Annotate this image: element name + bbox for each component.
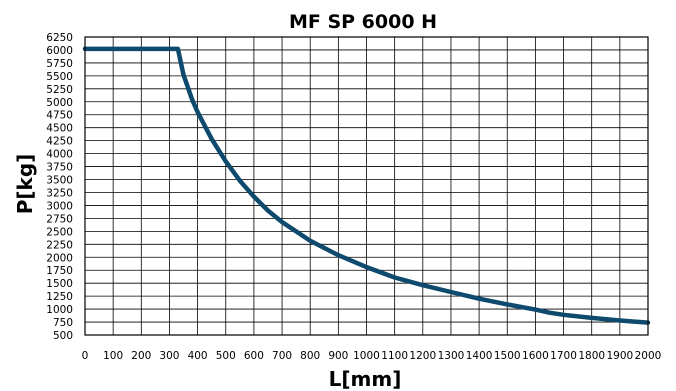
x-tick-label: 100 [103,350,123,362]
x-tick-label: 1300 [438,350,465,362]
series-line [82,46,651,325]
x-tick-label: 300 [159,350,179,362]
x-tick-label: 800 [300,350,320,362]
x-axis-ticks: 0 100 200 300 400 500 600 700 800 900 1000 1100 1200… [82,350,662,362]
x-tick-label: 400 [188,350,208,362]
y-tick-label: 4500 [46,123,73,135]
y-tick-label: 3500 [46,175,73,187]
y-tick-label: 5250 [46,84,73,96]
y-tick-label: 1750 [46,265,73,277]
x-tick-label: 900 [328,350,348,362]
x-tick-label: 1700 [550,350,577,362]
x-tick-label: 2000 [635,350,662,362]
y-tick-label: 1500 [46,278,73,290]
series [82,46,651,325]
x-tick-label: 200 [131,350,151,362]
y-tick-label: 3750 [46,162,73,174]
x-tick-label: 700 [272,350,292,362]
y-tick-label: 6250 [46,32,73,44]
y-tick-label: 2750 [46,213,73,225]
x-tick-label: 1900 [606,350,633,362]
y-tick-label: 500 [53,330,73,342]
x-tick-label: 1500 [494,350,521,362]
x-tick-label: 1800 [578,350,605,362]
x-tick-label: 600 [244,350,264,362]
y-tick-label: 2500 [46,226,73,238]
y-tick-label: 750 [53,317,73,329]
x-tick-label: 1400 [466,350,493,362]
y-tick-label: 4000 [46,149,73,161]
x-tick-label: 500 [216,350,236,362]
x-tick-label: 1000 [353,350,380,362]
y-tick-label: 4250 [46,136,73,148]
y-tick-label: 4750 [46,110,73,122]
y-tick-label: 6000 [46,45,73,57]
x-tick-label: 1100 [381,350,408,362]
x-tick-label: 1600 [522,350,549,362]
y-tick-label: 2250 [46,239,73,251]
chart-title: MF SP 6000 H [289,11,437,33]
y-axis-ticks: 5007501000125015001750200022502500275030… [46,32,73,342]
x-tick-label: 0 [82,350,89,362]
y-tick-label: 3250 [46,187,73,199]
y-tick-label: 1000 [46,304,73,316]
y-axis-label: P[kg] [13,154,37,215]
x-tick-label: 1200 [409,350,436,362]
y-tick-label: 5750 [46,58,73,70]
y-tick-label: 5500 [46,71,73,83]
y-tick-label: 2000 [46,252,73,264]
y-tick-label: 5000 [46,97,73,109]
y-tick-label: 3000 [46,200,73,212]
grid [84,36,649,336]
plot-frame [84,36,649,336]
x-axis-label: L[mm] [329,367,402,391]
y-tick-label: 1250 [46,291,73,303]
